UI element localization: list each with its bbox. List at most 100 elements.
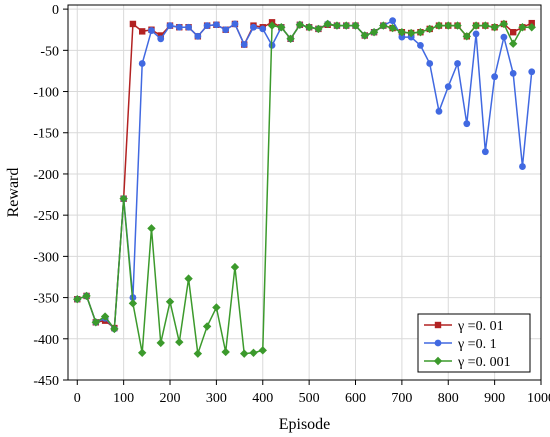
data-point <box>286 34 295 43</box>
legend-label: γ =0. 1 <box>457 337 497 352</box>
data-point <box>389 17 397 25</box>
data-point <box>304 23 314 32</box>
data-point <box>351 21 360 30</box>
data-point <box>444 21 453 30</box>
legend-item: γ =0. 001 <box>424 355 511 370</box>
data-point <box>508 39 518 48</box>
data-point <box>137 348 147 358</box>
x-tick-label: 100 <box>113 391 134 406</box>
data-point <box>156 338 165 348</box>
data-point <box>184 274 193 283</box>
x-axis-title: Episode <box>279 416 331 433</box>
data-point <box>91 318 101 327</box>
data-point <box>212 21 220 29</box>
x-tick-label: 500 <box>299 391 320 406</box>
y-tick-label: -100 <box>33 86 59 101</box>
x-tick-label: 200 <box>160 391 181 406</box>
y-tick-label: -150 <box>33 127 59 142</box>
data-point <box>453 21 462 30</box>
data-point <box>444 83 452 90</box>
data-point <box>481 148 489 156</box>
data-point <box>166 22 174 30</box>
data-point <box>185 23 192 31</box>
data-point <box>240 41 248 48</box>
data-point <box>379 21 388 30</box>
data-point <box>221 347 230 357</box>
data-point <box>175 23 183 31</box>
series-line <box>77 23 532 355</box>
data-point <box>100 312 110 321</box>
data-point <box>509 70 517 77</box>
y-tick-label: -200 <box>33 168 59 183</box>
x-tick-label: 800 <box>438 391 459 406</box>
y-tick-label: -450 <box>33 374 59 389</box>
data-point <box>499 19 509 29</box>
data-point <box>250 23 257 31</box>
x-tick-label: 900 <box>484 391 505 406</box>
data-point <box>194 32 202 40</box>
data-point <box>157 35 165 43</box>
y-tick-label: -400 <box>33 333 59 348</box>
data-point <box>202 322 212 331</box>
data-point <box>490 23 499 32</box>
data-point <box>193 349 203 358</box>
data-point <box>323 19 332 29</box>
data-point <box>528 68 536 76</box>
legend-marker <box>434 339 442 347</box>
data-point <box>165 297 175 306</box>
data-point <box>491 73 499 81</box>
data-point <box>231 20 239 28</box>
legend-label: γ =0. 001 <box>457 355 511 370</box>
data-point <box>203 22 211 30</box>
data-point <box>406 28 416 38</box>
data-point <box>277 23 286 32</box>
data-point <box>518 23 527 32</box>
data-point <box>128 299 138 308</box>
data-point <box>397 27 407 37</box>
data-point <box>434 21 444 30</box>
data-point <box>129 20 137 28</box>
data-point <box>426 60 434 67</box>
x-tick-label: 0 <box>74 391 81 406</box>
data-point <box>147 224 156 233</box>
data-point <box>416 27 425 37</box>
legend-marker <box>433 356 443 366</box>
data-point <box>454 60 461 67</box>
series-2 <box>73 19 536 358</box>
data-point <box>222 26 230 34</box>
y-tick-label: -50 <box>40 44 59 59</box>
data-point <box>148 27 155 34</box>
data-point <box>249 348 258 358</box>
data-point <box>119 194 128 203</box>
plot-frame <box>67 4 542 381</box>
data-point <box>369 27 379 37</box>
series-line <box>77 19 533 330</box>
data-point <box>314 24 323 34</box>
y-tick-label: -300 <box>33 250 59 265</box>
data-point <box>258 346 267 355</box>
y-axis-title: Reward <box>5 168 22 218</box>
data-point <box>175 337 184 347</box>
data-point <box>138 28 146 35</box>
data-point <box>417 41 424 49</box>
data-point <box>500 33 508 41</box>
legend-item: γ =0. 1 <box>424 337 497 352</box>
series-1 <box>73 17 536 333</box>
legend-label: γ =0. 01 <box>457 319 504 334</box>
data-point <box>509 28 517 36</box>
data-point <box>435 107 443 115</box>
data-point <box>462 32 472 41</box>
data-point <box>472 30 480 38</box>
data-point <box>259 25 267 33</box>
data-point <box>388 23 397 33</box>
data-point <box>527 23 536 32</box>
data-point <box>360 31 369 40</box>
y-tick-label: 0 <box>52 3 59 18</box>
data-point <box>267 21 277 30</box>
data-point <box>295 20 305 29</box>
data-point <box>230 262 240 272</box>
